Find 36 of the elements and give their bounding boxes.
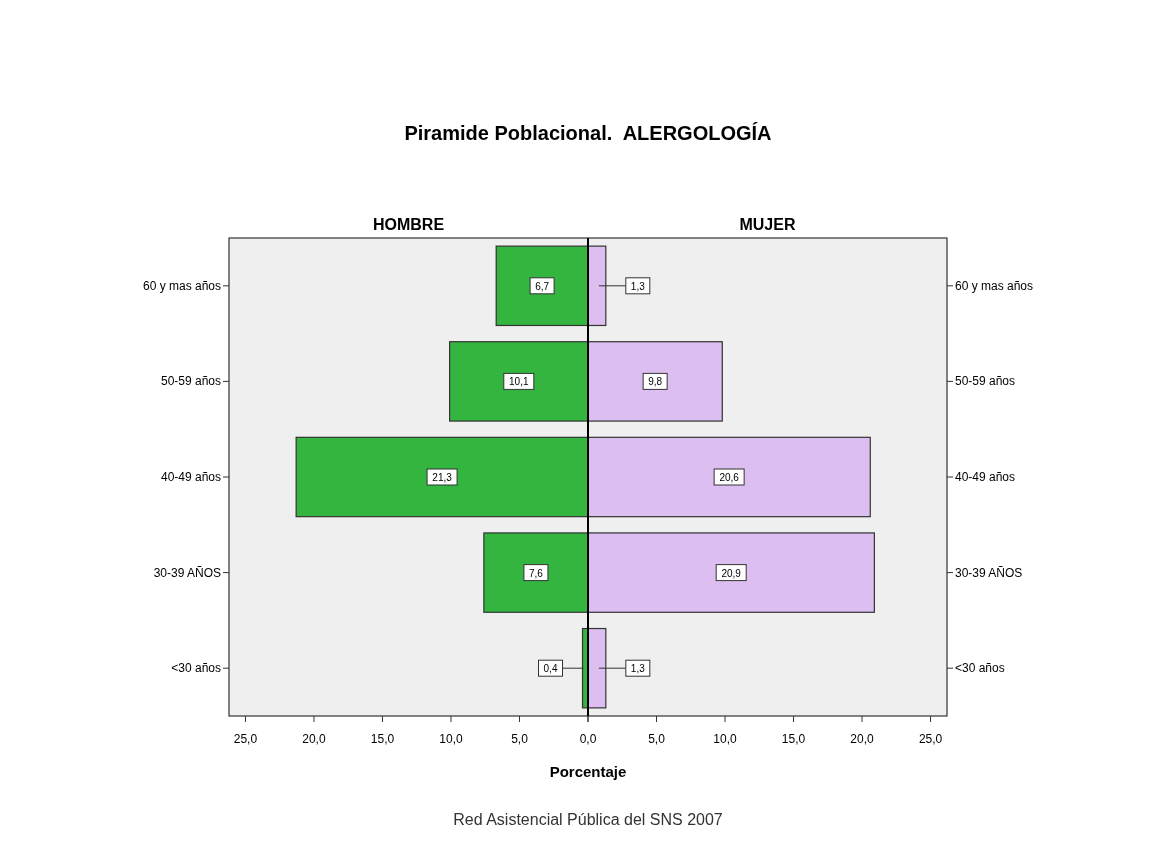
data-label: 1,3 xyxy=(630,280,646,292)
x-tick-label: 10,0 xyxy=(713,732,738,746)
y-tick-label: 50-59 años xyxy=(160,374,221,389)
y-tick-label: 60 y mas años xyxy=(955,278,1034,293)
chart-subtitle: HOMBRE xyxy=(372,216,445,233)
data-label: 7,6 xyxy=(528,567,544,579)
x-tick-label: 0,0 xyxy=(579,732,597,746)
y-tick-label: 40-49 años xyxy=(955,470,1016,484)
data-label: 6,7 xyxy=(535,280,550,292)
x-tick-label: 10,0 xyxy=(439,732,463,746)
text: Red Asistencial Pública del SNS 2007 xyxy=(453,811,723,828)
y-tick-label: 50-59 años xyxy=(955,374,1016,389)
x-tick-label: 25,0 xyxy=(233,732,258,746)
data-label: 0,4 xyxy=(543,663,558,675)
x-tick-label: 5,0 xyxy=(511,732,529,746)
y-tick-label: 60 y mas años xyxy=(142,278,221,293)
x-tick-label: 5,0 xyxy=(648,732,666,746)
y-tick-label: 30-39 AÑOS xyxy=(955,565,1023,580)
chart-title: Piramide Poblacional. ALERGOLOGÍA xyxy=(404,122,772,144)
data-label: 1,3 xyxy=(630,663,646,675)
x-axis-title: Porcentaje xyxy=(549,763,627,780)
data-label: 20,6 xyxy=(719,472,740,483)
y-tick-label: <30 años xyxy=(171,661,221,676)
data-label: 20,9 xyxy=(721,567,742,579)
data-label: 10,1 xyxy=(509,376,529,388)
y-tick-label: 40-49 años xyxy=(160,470,221,484)
y-tick-label: <30 años xyxy=(955,661,1005,676)
x-tick-label: 20,0 xyxy=(302,732,326,746)
data-label: 21,3 xyxy=(432,472,453,483)
x-tick-label: 20,0 xyxy=(850,732,875,746)
y-tick-label: 30-39 AÑOS xyxy=(153,565,221,580)
data-label: 9,8 xyxy=(648,376,663,388)
x-tick-label: 25,0 xyxy=(918,732,943,746)
x-tick-label: 15,0 xyxy=(781,732,806,746)
x-tick-label: 15,0 xyxy=(370,732,395,746)
chart-subtitle: MUJER xyxy=(739,216,796,233)
